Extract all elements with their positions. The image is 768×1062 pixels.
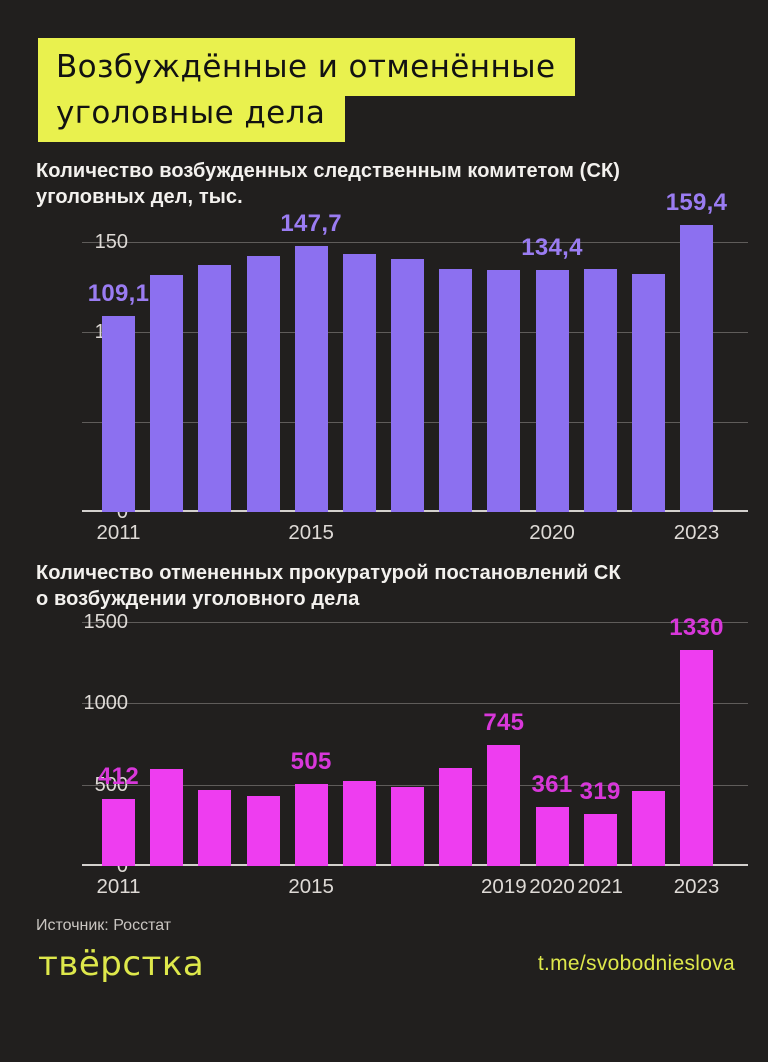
y-tick-1000: 1000 <box>83 692 129 715</box>
x-tick-2015: 2015 <box>288 521 334 544</box>
bar-2014 <box>246 256 280 512</box>
value-label-2020: 361 <box>531 771 573 799</box>
chart1-plot: 050100150109,1147,7134,4159,420112015202… <box>82 189 748 544</box>
bar-2018 <box>439 269 473 512</box>
verstka-logo: твёрстка <box>38 944 205 984</box>
bar-2021 <box>583 814 617 866</box>
bar-2023 <box>680 650 713 866</box>
gridline-1500 <box>82 622 748 623</box>
bar-2013 <box>198 790 232 866</box>
bar-2019 <box>487 270 521 512</box>
gridline-500 <box>82 784 748 786</box>
value-label-2015: 147,7 <box>280 210 342 238</box>
bar-2016 <box>342 254 376 512</box>
page-title: Возбуждённые и отменённые уголовные дела <box>38 38 732 142</box>
x-tick-2020: 2020 <box>529 521 575 544</box>
bar-2015 <box>294 246 328 512</box>
bar-2011 <box>102 316 135 512</box>
bar-2020 <box>535 807 569 866</box>
x-tick-2019: 2019 <box>481 875 527 898</box>
bar-2015 <box>294 784 328 866</box>
value-label-2015: 505 <box>290 747 332 775</box>
bar-2022 <box>631 274 665 512</box>
telegram-link[interactable]: t.me/svobodnieslova <box>537 952 735 975</box>
x-tick-2023: 2023 <box>673 875 720 898</box>
bar-2013 <box>198 265 232 512</box>
chart2-decisions-cancelled: 0 500 1000 1500 412 505 745 361 319 1330 2011 2015 2… <box>36 611 748 906</box>
value-label-2020: 134,4 <box>521 234 583 262</box>
gridline-150 <box>82 242 748 243</box>
value-label-2011: 412 <box>98 762 139 790</box>
y-tick-0: 0 <box>116 501 128 523</box>
bar-2012 <box>150 769 184 866</box>
infographic-page: Возбуждённые и отменённые уголовные дела… <box>0 38 768 1062</box>
value-label-2021: 319 <box>579 778 621 806</box>
bar-2022 <box>631 791 665 866</box>
source-note: Источник: Росстат <box>36 917 172 934</box>
bar-2019 <box>487 745 521 866</box>
title-line-2: уголовные дела <box>38 96 346 142</box>
footer: твёрстка t.me/svobodnieslova <box>38 944 735 984</box>
value-label-2023: 159,4 <box>665 189 728 217</box>
bar-2016 <box>342 781 376 866</box>
x-tick-2020: 2020 <box>529 875 575 898</box>
chart1-cases-opened: 050100150109,1147,7134,4159,420112015202… <box>36 189 748 552</box>
value-label-2019: 745 <box>483 708 525 736</box>
title-line-1: Возбуждённые и отменённые <box>38 38 576 96</box>
chart2-plot: 0 500 1000 1500 412 505 745 361 319 1330 2011 2015 2… <box>82 611 748 898</box>
bar-2020 <box>535 270 569 512</box>
x-tick-2011: 2011 <box>96 875 141 898</box>
y-tick-150: 150 <box>94 231 128 253</box>
y-tick-1500: 1500 <box>83 611 129 633</box>
value-label-2011: 109,1 <box>87 279 150 307</box>
bar-2012 <box>150 275 184 512</box>
x-tick-2023: 2023 <box>673 521 720 544</box>
chart2-subtitle: Количество отмененных прокуратурой поста… <box>36 562 621 610</box>
y-tick-0: 0 <box>116 855 128 877</box>
value-label-2023: 1330 <box>669 613 724 641</box>
bar-2023 <box>680 225 713 512</box>
x-tick-2015: 2015 <box>288 875 334 898</box>
gridline-1000 <box>82 703 748 705</box>
bar-2018 <box>439 768 473 866</box>
bar-2017 <box>391 787 424 866</box>
chart1-subtitle: Количество возбужденных следственным ком… <box>36 160 621 208</box>
x-tick-2011: 2011 <box>96 521 141 544</box>
bar-2011 <box>102 799 135 866</box>
bar-2021 <box>583 269 617 512</box>
bar-2014 <box>246 796 280 866</box>
x-tick-2021: 2021 <box>577 875 623 898</box>
bar-2017 <box>391 259 424 512</box>
y-tick-500: 500 <box>94 773 128 796</box>
